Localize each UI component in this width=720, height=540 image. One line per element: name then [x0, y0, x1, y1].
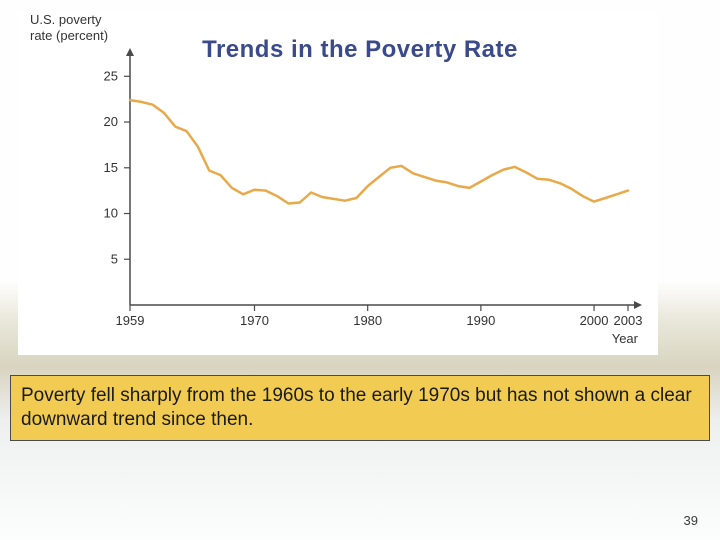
page-number: 39 [684, 513, 698, 528]
x-axis-label: Year [612, 331, 639, 346]
caption-text: Poverty fell sharply from the 1960s to t… [21, 385, 692, 430]
y-tick-label: 25 [104, 68, 118, 83]
x-tick-label: 2003 [614, 313, 643, 328]
x-tick-label: 1980 [353, 313, 382, 328]
caption-box: Poverty fell sharply from the 1960s to t… [10, 375, 710, 441]
x-axis-arrow [634, 301, 642, 309]
x-tick-label: 1959 [116, 313, 145, 328]
poverty-rate-line [130, 100, 628, 203]
y-tick-label: 10 [104, 206, 118, 221]
y-axis-label: U.S. poverty [30, 12, 102, 27]
slide-title: Trends in the Poverty Rate [0, 36, 720, 64]
y-tick-label: 20 [104, 114, 118, 129]
y-tick-label: 15 [104, 160, 118, 175]
y-tick-label: 5 [111, 251, 118, 266]
x-tick-label: 1990 [466, 313, 495, 328]
x-tick-label: 1970 [240, 313, 269, 328]
x-tick-label: 2000 [580, 313, 609, 328]
